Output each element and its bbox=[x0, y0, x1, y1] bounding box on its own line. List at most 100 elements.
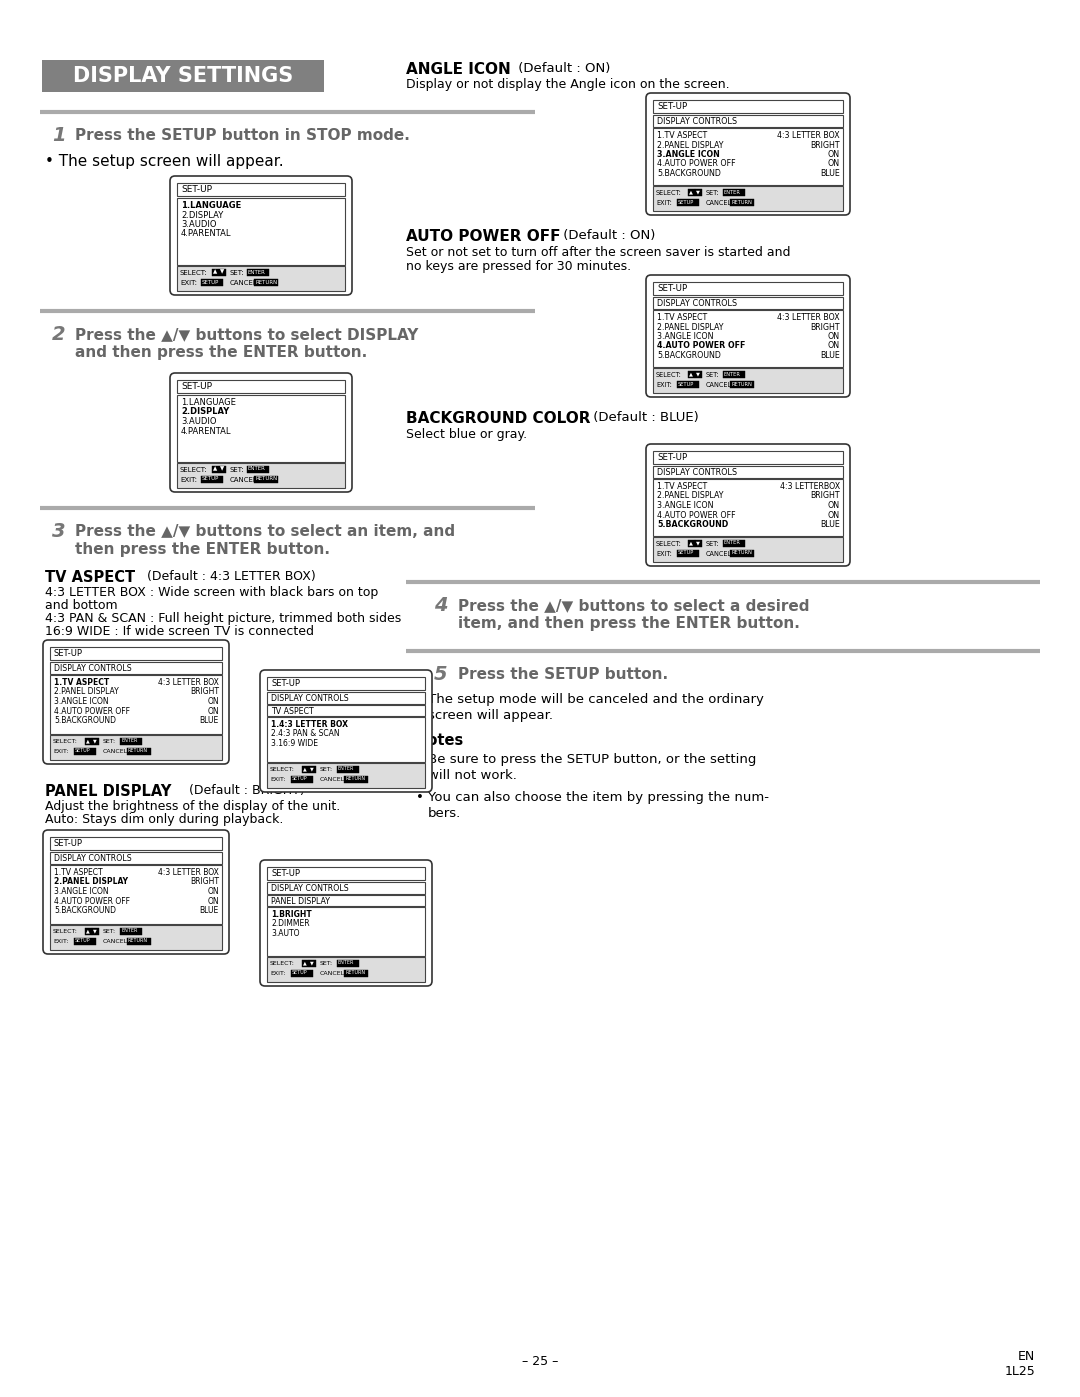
Bar bbox=[177, 395, 345, 462]
Text: – 25 –: – 25 – bbox=[522, 1355, 558, 1368]
Text: EXIT:: EXIT: bbox=[53, 939, 68, 944]
Text: RETURN: RETURN bbox=[345, 777, 365, 781]
Text: (Default : ON): (Default : ON) bbox=[559, 229, 656, 242]
Bar bbox=[85, 928, 92, 935]
Text: 1.TV ASPECT: 1.TV ASPECT bbox=[657, 482, 707, 490]
Text: SETUP: SETUP bbox=[292, 971, 308, 975]
Text: 1.TV ASPECT: 1.TV ASPECT bbox=[657, 131, 707, 140]
Bar bbox=[696, 372, 702, 379]
Text: CANCEL:: CANCEL: bbox=[320, 971, 348, 977]
Text: ENTER: ENTER bbox=[724, 372, 741, 377]
Text: RETURN: RETURN bbox=[255, 279, 278, 285]
Bar bbox=[219, 467, 226, 474]
Text: 4:3 LETTER BOX: 4:3 LETTER BOX bbox=[778, 131, 840, 140]
Bar bbox=[677, 198, 699, 205]
Text: ▲: ▲ bbox=[689, 372, 692, 377]
Text: SET-UP: SET-UP bbox=[181, 381, 212, 391]
Bar bbox=[309, 960, 316, 967]
Text: 3.ANGLE ICON: 3.ANGLE ICON bbox=[657, 149, 719, 159]
Text: 4:3 PAN & SCAN : Full height picture, trimmed both sides: 4:3 PAN & SCAN : Full height picture, tr… bbox=[45, 612, 402, 624]
Text: ENTER: ENTER bbox=[121, 929, 137, 933]
Text: CANCEL:: CANCEL: bbox=[706, 200, 734, 205]
Bar bbox=[730, 381, 754, 388]
Text: ▲: ▲ bbox=[689, 541, 692, 545]
Bar bbox=[75, 937, 96, 944]
Text: (Default : BLUE): (Default : BLUE) bbox=[589, 411, 699, 425]
Bar bbox=[653, 310, 843, 367]
Bar bbox=[267, 882, 426, 894]
Text: PANEL DISPLAY: PANEL DISPLAY bbox=[45, 784, 172, 799]
Bar bbox=[212, 270, 219, 277]
Text: SET:: SET: bbox=[230, 467, 245, 474]
Text: (Default : BRIGHT): (Default : BRIGHT) bbox=[185, 784, 305, 798]
FancyBboxPatch shape bbox=[260, 861, 432, 986]
Text: Set or not set to turn off after the screen saver is started and: Set or not set to turn off after the scr… bbox=[406, 246, 791, 258]
Text: CANCEL:: CANCEL: bbox=[230, 476, 260, 483]
Text: • The setup screen will appear.: • The setup screen will appear. bbox=[45, 154, 284, 169]
Text: DISPLAY CONTROLS: DISPLAY CONTROLS bbox=[54, 854, 132, 863]
Text: DISPLAY CONTROLS: DISPLAY CONTROLS bbox=[657, 468, 738, 476]
Text: 5.BACKGROUND: 5.BACKGROUND bbox=[54, 717, 116, 725]
Bar bbox=[75, 747, 96, 754]
Bar bbox=[201, 476, 222, 483]
Bar bbox=[92, 738, 99, 745]
Bar bbox=[50, 662, 222, 673]
Bar bbox=[120, 928, 141, 935]
Bar bbox=[696, 541, 702, 548]
Bar bbox=[219, 270, 226, 277]
Bar bbox=[688, 189, 696, 196]
Text: SETUP: SETUP bbox=[678, 381, 694, 387]
Text: BLUE: BLUE bbox=[820, 169, 840, 177]
Text: DISPLAY CONTROLS: DISPLAY CONTROLS bbox=[657, 117, 738, 126]
FancyBboxPatch shape bbox=[260, 671, 432, 792]
Text: 3.ANGLE ICON: 3.ANGLE ICON bbox=[657, 332, 714, 341]
Bar bbox=[50, 675, 222, 733]
Text: AUTO POWER OFF: AUTO POWER OFF bbox=[406, 229, 561, 244]
Text: BLUE: BLUE bbox=[200, 907, 219, 915]
Text: SET:: SET: bbox=[320, 961, 333, 965]
Text: 1.BRIGHT: 1.BRIGHT bbox=[271, 909, 312, 919]
Text: 3.AUDIO: 3.AUDIO bbox=[181, 219, 216, 229]
Text: EXIT:: EXIT: bbox=[656, 381, 672, 388]
Text: SET:: SET: bbox=[706, 541, 719, 548]
Bar bbox=[267, 678, 426, 690]
Text: SET-UP: SET-UP bbox=[271, 679, 300, 687]
Text: 2.PANEL DISPLAY: 2.PANEL DISPLAY bbox=[54, 877, 129, 887]
Text: and bottom: and bottom bbox=[45, 599, 118, 612]
Text: ON: ON bbox=[828, 332, 840, 341]
Bar bbox=[201, 279, 222, 286]
Bar bbox=[653, 129, 843, 184]
Bar bbox=[177, 462, 345, 488]
Text: ON: ON bbox=[828, 510, 840, 520]
Bar bbox=[50, 865, 222, 923]
Bar bbox=[50, 647, 222, 659]
FancyBboxPatch shape bbox=[646, 444, 850, 566]
Text: 2.PANEL DISPLAY: 2.PANEL DISPLAY bbox=[657, 492, 724, 500]
Text: ENTER: ENTER bbox=[121, 739, 137, 743]
Text: SET:: SET: bbox=[706, 190, 719, 196]
Text: BACKGROUND COLOR: BACKGROUND COLOR bbox=[406, 411, 591, 426]
Text: 2.PANEL DISPLAY: 2.PANEL DISPLAY bbox=[54, 687, 119, 697]
Text: ▼: ▼ bbox=[219, 467, 224, 472]
Text: 4.PARENTAL: 4.PARENTAL bbox=[181, 426, 231, 436]
Bar bbox=[120, 738, 141, 745]
FancyBboxPatch shape bbox=[43, 640, 229, 764]
Text: EXIT:: EXIT: bbox=[656, 200, 672, 205]
Text: ▼: ▼ bbox=[93, 929, 96, 933]
Text: EXIT:: EXIT: bbox=[53, 749, 68, 754]
Text: EXIT:: EXIT: bbox=[270, 971, 285, 977]
Bar bbox=[723, 372, 745, 379]
Text: 5.BACKGROUND: 5.BACKGROUND bbox=[657, 520, 728, 529]
Text: SETUP: SETUP bbox=[202, 279, 219, 285]
Text: (Default : 4:3 LETTER BOX): (Default : 4:3 LETTER BOX) bbox=[143, 570, 315, 583]
Bar bbox=[730, 198, 754, 205]
Text: SET-UP: SET-UP bbox=[54, 840, 83, 848]
Text: SET-UP: SET-UP bbox=[657, 284, 687, 293]
Text: 1.TV ASPECT: 1.TV ASPECT bbox=[54, 868, 103, 877]
Text: 5: 5 bbox=[434, 665, 447, 685]
Bar bbox=[267, 907, 426, 956]
Text: BLUE: BLUE bbox=[820, 351, 840, 360]
Bar bbox=[653, 298, 843, 309]
Text: 4.AUTO POWER OFF: 4.AUTO POWER OFF bbox=[54, 897, 130, 905]
Text: ▼: ▼ bbox=[696, 190, 700, 194]
